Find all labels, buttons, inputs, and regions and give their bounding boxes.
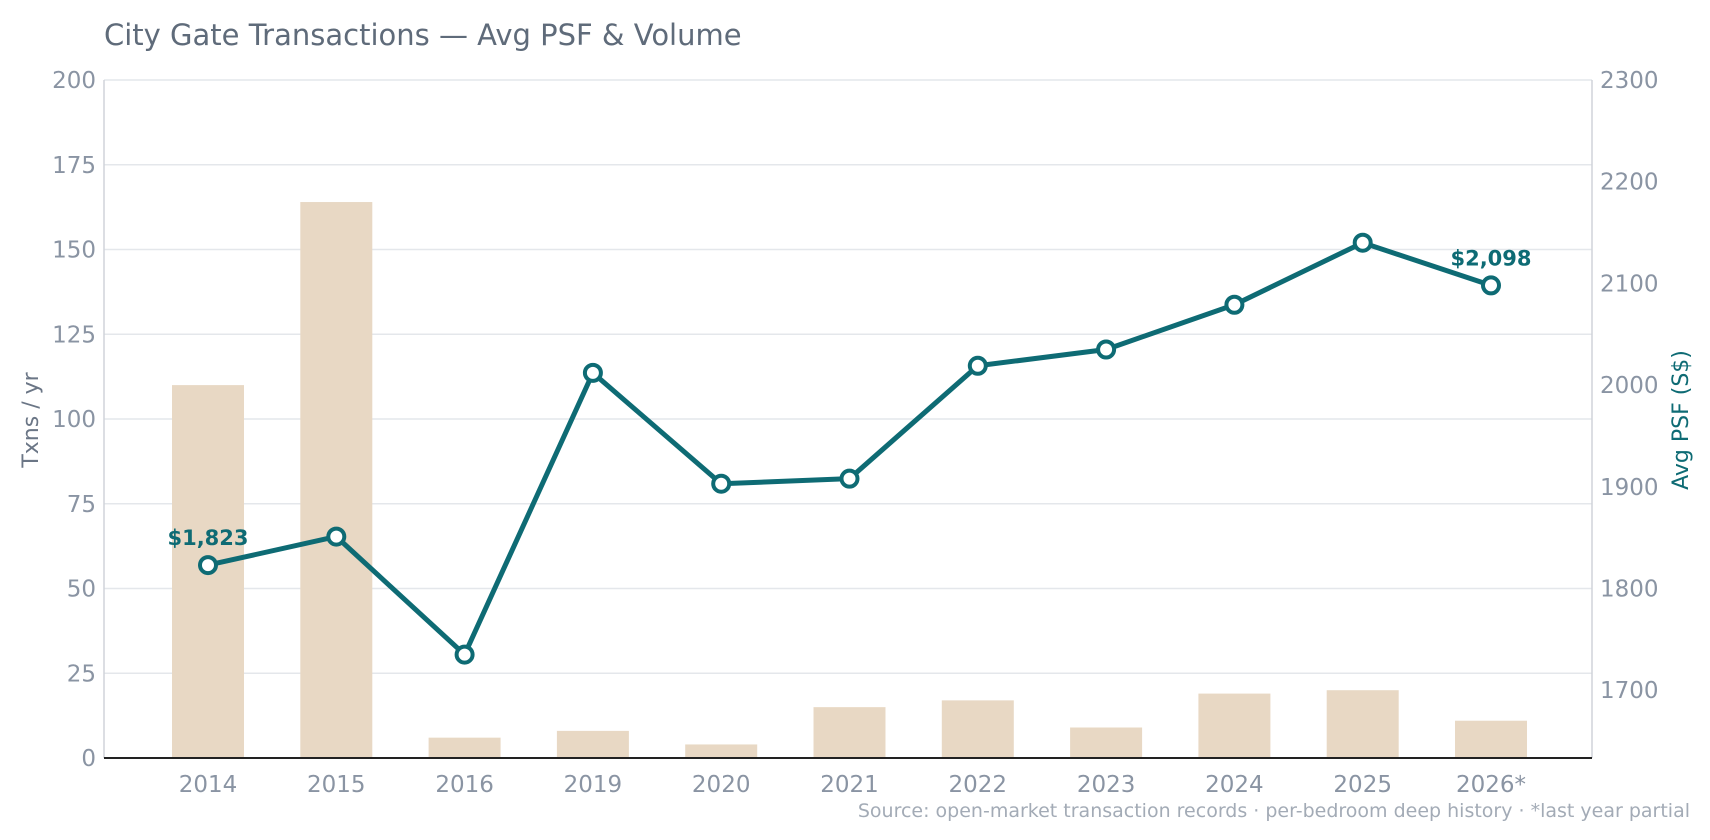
psf-point (1224, 294, 1245, 315)
right-tick-label: 1800 (1600, 576, 1659, 602)
right-tick-label: 2300 (1600, 68, 1659, 94)
x-tick-label: 2022 (949, 772, 1008, 798)
left-tick-label: 100 (52, 407, 96, 433)
left-tick-label: 50 (67, 577, 96, 603)
right-tick-label: 2000 (1600, 373, 1659, 399)
bar (941, 700, 1014, 758)
bar (556, 730, 629, 758)
left-tick-label: 25 (67, 661, 96, 687)
x-tick-label: 2015 (307, 772, 366, 798)
chart-title: City Gate Transactions — Avg PSF & Volum… (104, 18, 742, 52)
x-tick-label: 2016 (435, 772, 494, 798)
right-tick-label: 1900 (1600, 475, 1659, 501)
psf-point (711, 473, 732, 494)
axes (103, 80, 1593, 759)
line-series (198, 232, 1501, 665)
left-tick-label: 0 (81, 746, 96, 772)
left-tick-label: 200 (52, 68, 96, 94)
right-tick-label: 1700 (1600, 678, 1659, 704)
bar-series (172, 202, 1527, 759)
psf-data-label: $1,823 (167, 526, 248, 550)
x-tick-label: 2021 (820, 772, 879, 798)
right-tick-label: 2200 (1600, 170, 1659, 196)
bar (1070, 727, 1143, 758)
psf-point (1481, 275, 1501, 296)
right-axis-ticks: 1700 1800 1900 2000 2100 2200 2300 (1600, 68, 1659, 704)
x-tick-label: 2014 (179, 772, 238, 798)
bar (1198, 693, 1271, 758)
left-tick-label: 125 (52, 322, 96, 348)
psf-point (839, 468, 860, 489)
bar (1326, 690, 1399, 758)
x-tick-label: 2024 (1205, 772, 1264, 798)
psf-data-label: $2,098 (1450, 246, 1531, 270)
source-note: Source: open-market transaction records … (858, 800, 1690, 822)
psf-point (582, 362, 603, 383)
psf-point (967, 355, 988, 376)
bar (1455, 720, 1527, 758)
x-axis-ticks: 2014 2015 2016 2019 2020 2021 2022 2023 2024 2025… (179, 772, 1526, 798)
left-axis-ticks: 0 25 50 75 100 125 150 175 200 (52, 68, 96, 772)
left-tick-label: 75 (67, 492, 96, 518)
x-tick-label: 2023 (1077, 772, 1136, 798)
psf-point (1352, 232, 1373, 253)
left-tick-label: 175 (52, 153, 96, 179)
bar (685, 744, 758, 758)
data-labels: $1,823 $2,098 (167, 246, 1531, 550)
psf-point (198, 555, 218, 576)
bar (300, 202, 373, 759)
right-tick-label: 2100 (1600, 271, 1659, 297)
left-tick-label: 150 (52, 238, 96, 264)
x-tick-label: 2019 (564, 772, 623, 798)
bar (428, 737, 501, 758)
x-tick-label: 2025 (1333, 772, 1392, 798)
psf-point (1096, 339, 1117, 360)
left-axis-title: Txns / yr (19, 371, 44, 468)
x-tick-label: 2026* (1456, 772, 1526, 798)
x-tick-label: 2020 (692, 772, 751, 798)
right-axis-title: Avg PSF (S$) (1669, 350, 1694, 490)
bar (813, 707, 886, 758)
psf-point (454, 644, 475, 665)
psf-line (205, 240, 1494, 658)
psf-point (326, 526, 347, 547)
